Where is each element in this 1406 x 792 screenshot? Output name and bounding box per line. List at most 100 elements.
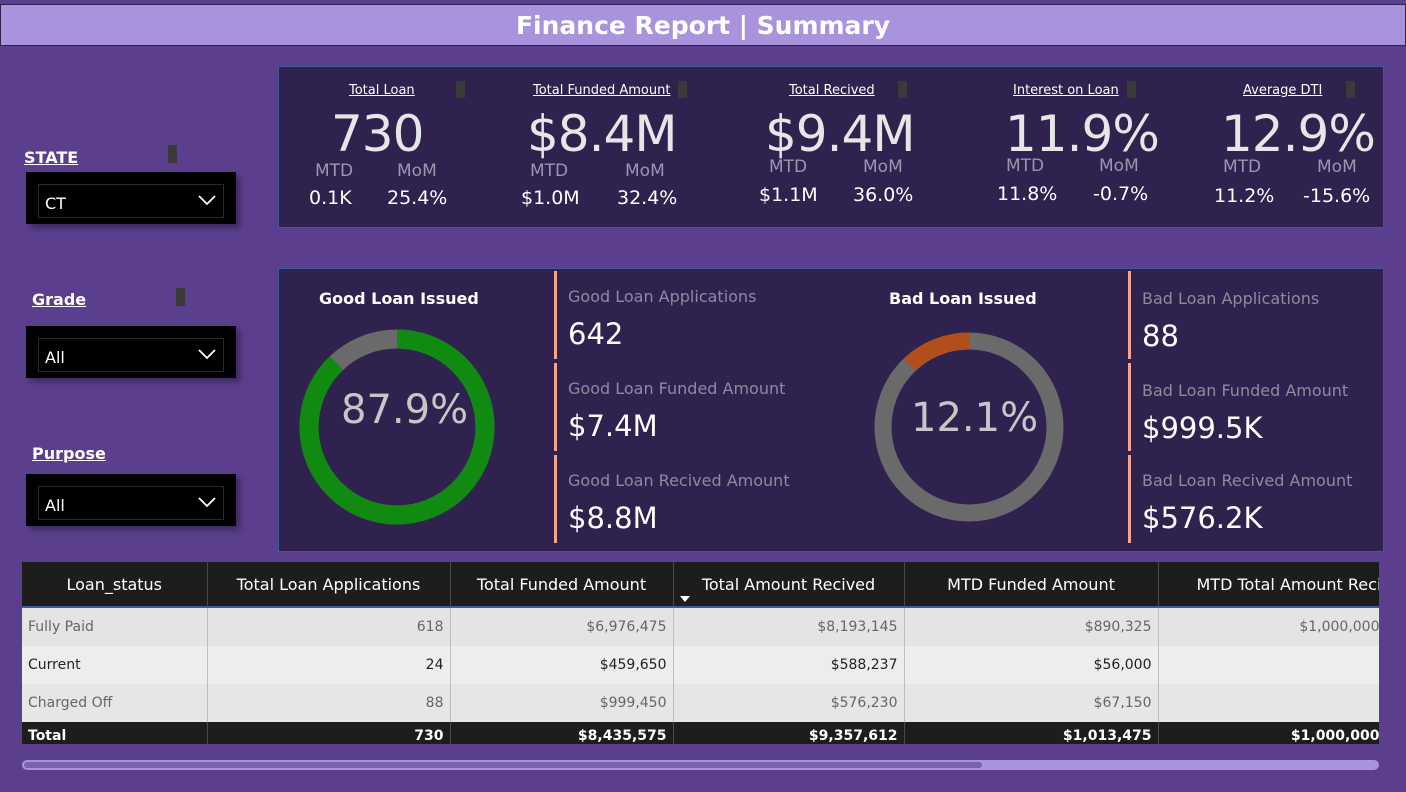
kpi-value: 730 (331, 105, 424, 163)
kpi-mtd-label: MTD (769, 157, 808, 177)
table-cell (1158, 646, 1379, 684)
kpi-handle[interactable] (1127, 81, 1136, 98)
kpi-title: Interest on Loan (1013, 83, 1119, 98)
kpi-mtd-label: MTD (1006, 156, 1045, 176)
chevron-down-icon[interactable] (197, 495, 217, 509)
table-cell: 730 (207, 722, 451, 744)
kpi-handle[interactable] (456, 81, 465, 98)
table-cell: $1,013,475 (904, 722, 1159, 744)
kpi-mtd-label: MTD (530, 161, 569, 181)
good-loan-funded-label: Good Loan Funded Amount (568, 379, 786, 398)
state-dropdown[interactable]: CT (26, 172, 236, 224)
bad-loan-applications-value: 88 (1142, 319, 1179, 353)
column-header[interactable]: Total Loan Applications (207, 562, 451, 607)
table-cell: 88 (207, 684, 451, 722)
purpose-dropdown-box[interactable]: All (38, 486, 224, 520)
purpose-slicer-label: Purpose (32, 444, 106, 463)
table-cell: $890,325 (904, 606, 1159, 646)
good-loan-received-value: $8.8M (568, 501, 658, 535)
table-cell: $67,150 (904, 684, 1159, 722)
page-title: Finance Report | Summary (515, 10, 891, 40)
kpi-title: Total Funded Amount (533, 83, 671, 98)
bad-loan-title: Bad Loan Issued (889, 289, 1037, 308)
good-loan-title: Good Loan Issued (319, 289, 479, 308)
kpi-card-total-funded[interactable]: Total Funded Amount $8.4M MTD MoM $1.0M … (503, 67, 723, 227)
good-loan-donut[interactable] (299, 329, 495, 525)
table-cell: $6,976,475 (450, 606, 674, 646)
table-cell: $9,357,612 (673, 722, 905, 744)
sort-descending-icon[interactable] (679, 596, 690, 602)
kpi-mom-label: MoM (1099, 156, 1139, 176)
kpi-handle[interactable] (898, 81, 907, 98)
kpi-mom-value: 32.4% (617, 187, 678, 209)
column-header[interactable]: Total Funded Amount (450, 562, 674, 607)
kpi-handle[interactable] (678, 81, 687, 98)
card-divider (1128, 455, 1131, 543)
kpi-panel: Total Loan 730 MTD MoM 0.1K 25.4% Total … (278, 66, 1384, 228)
card-divider (554, 363, 557, 451)
table-horizontal-scrollbar[interactable] (22, 760, 1379, 770)
report-title-bar: Finance Report | Summary (0, 4, 1406, 46)
table-row[interactable]: Charged Off 88 $999,450 $576,230 $67,150 (22, 684, 1379, 722)
card-divider (1128, 271, 1131, 359)
table-cell: $999,450 (450, 684, 674, 722)
table-cell: Fully Paid (22, 606, 208, 646)
table-cell: 618 (207, 606, 451, 646)
kpi-mom-label: MoM (397, 161, 437, 181)
kpi-title: Total Recived (789, 83, 875, 98)
column-header-sorted[interactable]: Total Amount Recived (673, 562, 905, 607)
kpi-card-interest[interactable]: Interest on Loan 11.9% MTD MoM 11.8% -0.… (943, 67, 1163, 227)
table-cell: $8,435,575 (450, 722, 674, 744)
kpi-mom-label: MoM (625, 161, 665, 181)
kpi-title: Average DTI (1243, 83, 1323, 98)
bad-loan-funded-label: Bad Loan Funded Amount (1142, 381, 1349, 400)
kpi-mom-value: -15.6% (1303, 185, 1371, 207)
kpi-value: $9.4M (765, 105, 915, 163)
table-cell: 24 (207, 646, 451, 684)
card-divider (554, 455, 557, 543)
table-cell: $8,193,145 (673, 606, 905, 646)
kpi-mtd-label: MTD (1223, 157, 1262, 177)
kpi-card-total-received[interactable]: Total Recived $9.4M MTD MoM $1.1M 36.0% (723, 67, 943, 227)
bad-loan-received-label: Bad Loan Recived Amount (1142, 471, 1353, 490)
state-dropdown-box[interactable]: CT (38, 184, 224, 218)
grade-slicer-handle[interactable] (176, 288, 185, 306)
scrollbar-thumb[interactable] (24, 762, 982, 768)
bad-loan-received-value: $576.2K (1142, 501, 1263, 535)
state-slicer-handle[interactable] (168, 145, 177, 163)
kpi-card-average-dti[interactable]: Average DTI 12.9% MTD MoM 11.2% -15.6% (1163, 67, 1383, 227)
table-row[interactable]: Current 24 $459,650 $588,237 $56,000 (22, 646, 1379, 684)
chevron-down-icon[interactable] (197, 193, 217, 207)
kpi-value: 12.9% (1221, 105, 1376, 163)
bad-loan-donut[interactable] (871, 329, 1067, 525)
loan-status-table[interactable]: Loan_status Total Loan Applications Tota… (22, 562, 1379, 744)
column-header[interactable]: MTD Funded Amount (904, 562, 1159, 607)
table-row[interactable]: Fully Paid 618 $6,976,475 $8,193,145 $89… (22, 606, 1379, 646)
kpi-value: 11.9% (1005, 105, 1160, 163)
bad-loan-percent: 12.1% (911, 395, 1039, 441)
kpi-mom-label: MoM (1317, 157, 1357, 177)
kpi-handle[interactable] (1346, 81, 1355, 98)
purpose-dropdown-value: All (45, 496, 65, 515)
table-total-row: Total 730 $8,435,575 $9,357,612 $1,013,4… (22, 722, 1379, 744)
grade-dropdown[interactable]: All (26, 326, 236, 378)
kpi-mom-value: 25.4% (387, 187, 448, 209)
kpi-mtd-label: MTD (315, 161, 354, 181)
table-cell: $56,000 (904, 646, 1159, 684)
kpi-card-total-loan[interactable]: Total Loan 730 MTD MoM 0.1K 25.4% (283, 67, 503, 227)
good-loan-percent: 87.9% (341, 387, 469, 433)
column-header[interactable]: MTD Total Amount Recived (1158, 562, 1379, 607)
good-loan-received-label: Good Loan Recived Amount (568, 471, 790, 490)
column-header[interactable]: Loan_status (22, 562, 208, 607)
kpi-mtd-value: 11.8% (997, 183, 1058, 205)
purpose-dropdown[interactable]: All (26, 474, 236, 526)
kpi-mom-value: -0.7% (1093, 183, 1149, 205)
good-loan-arc[interactable] (299, 329, 495, 525)
state-slicer-label: STATE (24, 148, 79, 167)
grade-dropdown-box[interactable]: All (38, 338, 224, 372)
column-header-label: Total Amount Recived (701, 574, 876, 594)
table-cell: $588,237 (673, 646, 905, 684)
table-header-row: Loan_status Total Loan Applications Tota… (22, 562, 1379, 607)
chevron-down-icon[interactable] (197, 347, 217, 361)
good-loan-applications-value: 642 (568, 317, 624, 351)
